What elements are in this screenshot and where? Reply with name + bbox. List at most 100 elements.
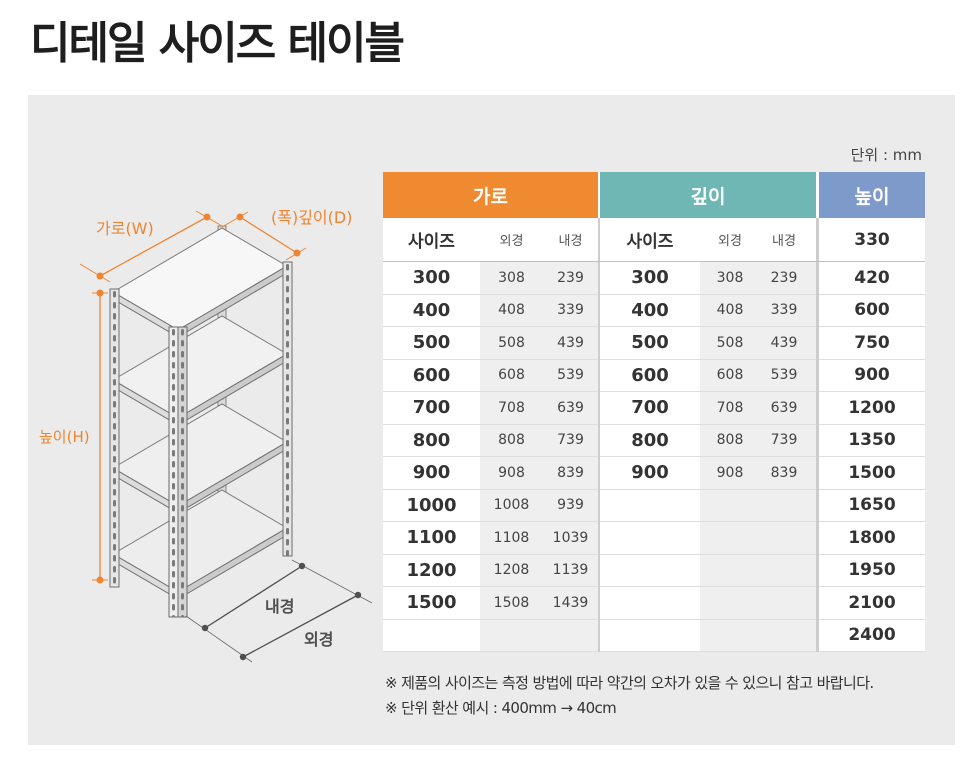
height-cell: 900 (819, 360, 925, 392)
depth-size-cell: 500 (600, 327, 700, 360)
width-inner-cell (543, 619, 598, 652)
table-subheader-row: 사이즈 외경 내경 사이즈 외경 내경 330 (383, 218, 925, 262)
column-divider (598, 424, 600, 457)
column-divider (598, 359, 600, 392)
width-size-cell: 1500 (383, 587, 480, 620)
header-height: 높이 (819, 172, 925, 218)
table-header-row: 가로 깊이 높이 (383, 172, 925, 218)
column-divider (816, 424, 819, 457)
width-inner-cell: 739 (543, 424, 598, 457)
shelf-illustration (79, 210, 373, 663)
width-outer-cell: 308 (480, 262, 543, 295)
width-inner-cell: 539 (543, 359, 598, 392)
width-size-cell: 800 (383, 425, 480, 457)
depth-outer-cell: 408 (700, 294, 760, 327)
shelf-post-right (282, 261, 293, 557)
width-size-cell: 600 (383, 360, 480, 392)
header-depth: 깊이 (600, 172, 816, 218)
table-row: 900 908 839 900 908 839 1500 (383, 457, 925, 490)
table-row: 1100 1108 1039 1800 (383, 522, 925, 555)
depth-dimension (221, 211, 307, 261)
depth-size-cell (600, 555, 700, 587)
depth-size-cell: 900 (600, 457, 700, 490)
shelf-tier-2 (112, 315, 288, 426)
column-divider (598, 327, 600, 360)
height-cell: 1500 (819, 457, 925, 490)
depth-inner-cell: 439 (760, 327, 816, 360)
width-outer-cell (480, 619, 543, 652)
inner-dimension-label: 내경 (265, 597, 295, 616)
depth-size-cell: 800 (600, 425, 700, 457)
depth-inner-cell: 739 (760, 424, 816, 457)
depth-inner-cell: 539 (760, 359, 816, 392)
depth-inner-cell (760, 489, 816, 522)
outer-dimension (239, 591, 362, 661)
depth-outer-cell: 308 (700, 262, 760, 295)
depth-size-cell: 400 (600, 295, 700, 327)
width-outer-cell: 1508 (480, 587, 543, 620)
depth-outer-cell: 908 (700, 457, 760, 490)
depth-inner-cell: 339 (760, 294, 816, 327)
table-row: 700 708 639 700 708 639 1200 (383, 392, 925, 425)
width-size-cell: 1200 (383, 555, 480, 587)
width-inner-cell: 639 (543, 392, 598, 425)
size-table: 가로 깊이 높이 사이즈 외경 내경 사이즈 외경 내경 330 300 308 2… (383, 172, 925, 652)
width-size-header: 사이즈 (383, 218, 480, 262)
column-divider (816, 294, 819, 327)
depth-outer-cell: 708 (700, 392, 760, 425)
height-cell: 750 (819, 327, 925, 360)
depth-inner-cell (760, 522, 816, 555)
width-inner-cell: 939 (543, 489, 598, 522)
width-inner-cell: 1439 (543, 587, 598, 620)
table-row: 400 408 339 400 408 339 600 (383, 294, 925, 327)
height-cell: 1200 (819, 392, 925, 425)
depth-outer-cell (700, 587, 760, 620)
width-outer-header: 외경 (480, 218, 543, 262)
depth-size-header: 사이즈 (600, 218, 700, 262)
width-inner-header: 내경 (543, 218, 598, 262)
width-size-cell: 500 (383, 327, 480, 360)
header-divider (598, 172, 600, 218)
depth-size-cell (600, 620, 700, 652)
width-size-cell (383, 620, 480, 652)
width-inner-cell: 839 (543, 457, 598, 490)
depth-outer-cell (700, 619, 760, 652)
width-outer-cell: 608 (480, 359, 543, 392)
column-divider (816, 457, 819, 490)
width-outer-cell: 808 (480, 424, 543, 457)
width-outer-cell: 1008 (480, 489, 543, 522)
width-size-cell: 300 (383, 262, 480, 295)
width-size-cell: 400 (383, 295, 480, 327)
depth-size-cell (600, 587, 700, 620)
width-outer-cell: 408 (480, 294, 543, 327)
column-divider (816, 522, 819, 555)
width-size-cell: 700 (383, 392, 480, 425)
table-row: 1200 1208 1139 1950 (383, 554, 925, 587)
table-row: 800 808 739 800 808 739 1350 (383, 424, 925, 457)
depth-outer-cell (700, 489, 760, 522)
column-divider (816, 587, 819, 620)
column-divider (598, 554, 600, 587)
shelf-post-left (109, 288, 120, 588)
note-unit-conversion: ※ 단위 환산 예시 : 400mm → 40cm (385, 699, 617, 717)
column-divider (598, 522, 600, 555)
table-body: 300 308 239 300 308 239 420 400 408 339 400 408 339 6… (383, 262, 925, 652)
header-width: 가로 (383, 172, 598, 218)
page-title: 디테일 사이즈 테이블 (30, 18, 405, 69)
depth-outer-cell (700, 522, 760, 555)
width-size-cell: 1000 (383, 490, 480, 522)
depth-inner-cell (760, 619, 816, 652)
outer-dimension-label: 외경 (304, 630, 334, 649)
column-divider (816, 327, 819, 360)
height-cell: 1350 (819, 425, 925, 457)
depth-size-cell (600, 522, 700, 555)
depth-outer-header: 외경 (700, 218, 760, 262)
table-row: 300 308 239 300 308 239 420 (383, 262, 925, 295)
depth-outer-cell (700, 554, 760, 587)
depth-size-cell: 300 (600, 262, 700, 295)
width-dimension (79, 210, 223, 283)
depth-size-cell: 600 (600, 360, 700, 392)
column-divider (816, 619, 819, 652)
height-cell: 330 (819, 218, 925, 262)
depth-inner-cell: 639 (760, 392, 816, 425)
